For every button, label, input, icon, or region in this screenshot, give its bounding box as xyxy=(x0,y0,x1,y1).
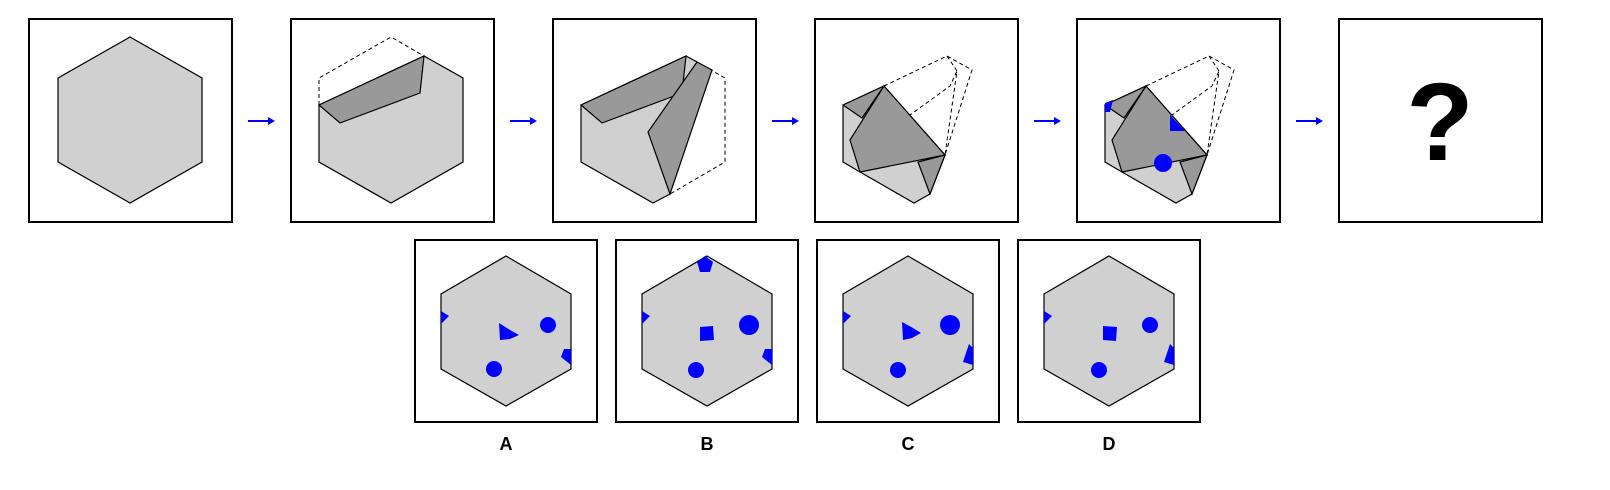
sequence-arrow xyxy=(1034,117,1061,125)
folded-flap-center xyxy=(849,85,947,173)
option-d[interactable]: D xyxy=(1017,239,1201,454)
punched-hole-edge-marker xyxy=(1105,100,1113,112)
option-label: B xyxy=(701,434,714,454)
left-edge-notch xyxy=(843,311,851,324)
hexagon-paper xyxy=(57,36,203,204)
sequence-arrow xyxy=(510,117,537,125)
option-b[interactable]: B xyxy=(615,239,799,454)
arrow-hole-icon xyxy=(499,323,519,340)
punched-hole-circle xyxy=(1154,154,1172,172)
circle-hole xyxy=(890,362,906,378)
fold-outline-dashed xyxy=(1145,55,1235,156)
right-edge-notch xyxy=(963,344,973,365)
left-edge-notch xyxy=(1044,311,1052,324)
option-label: D xyxy=(1103,434,1116,454)
circle-hole xyxy=(940,315,960,335)
square-hole xyxy=(700,326,714,341)
right-edge-notch xyxy=(762,349,772,365)
circle-hole xyxy=(688,362,704,378)
folded-flap-right xyxy=(647,61,713,196)
sequence-arrow xyxy=(1296,117,1323,125)
circle-hole xyxy=(486,361,502,377)
sequence-panel-3 xyxy=(552,18,757,223)
option-label: A xyxy=(500,434,513,454)
sequence-panel-question: ? xyxy=(1338,18,1543,223)
fold-outline-dashed xyxy=(883,55,973,156)
circle-hole xyxy=(739,315,759,335)
option-a[interactable]: A xyxy=(414,239,598,454)
folded-flap-right xyxy=(1179,154,1208,196)
fold-outline-dashed xyxy=(1164,70,1220,121)
left-edge-notch xyxy=(441,311,449,324)
right-edge-notch xyxy=(561,349,571,365)
question-mark: ? xyxy=(1406,61,1473,184)
left-edge-notch xyxy=(642,311,650,324)
fold-outline-dashed xyxy=(902,70,958,121)
sequence-panel-2 xyxy=(290,18,495,223)
folded-flap-center xyxy=(1111,85,1209,173)
option-label: C xyxy=(902,434,915,454)
sequence-panel-4 xyxy=(814,18,1019,223)
fold-outline-dashed xyxy=(318,36,425,105)
sequence-arrow xyxy=(772,117,799,125)
circle-hole xyxy=(540,317,556,333)
folded-flap-left xyxy=(841,84,886,119)
arrow-hole-icon xyxy=(902,322,921,340)
circle-hole xyxy=(1091,362,1107,378)
square-hole xyxy=(1103,326,1117,341)
right-edge-notch xyxy=(1164,344,1174,365)
circle-hole xyxy=(1142,317,1158,333)
folded-flap xyxy=(317,55,425,124)
punched-hole-triangle xyxy=(1170,115,1185,131)
sequence-panel-5 xyxy=(1076,18,1281,223)
sequence-arrow xyxy=(248,117,275,125)
folded-flap-left xyxy=(1103,84,1148,119)
folded-flap-right xyxy=(917,154,946,196)
option-c[interactable]: C xyxy=(816,239,1000,454)
top-vertex-notch xyxy=(697,256,713,272)
sequence-panel-1 xyxy=(28,18,233,223)
